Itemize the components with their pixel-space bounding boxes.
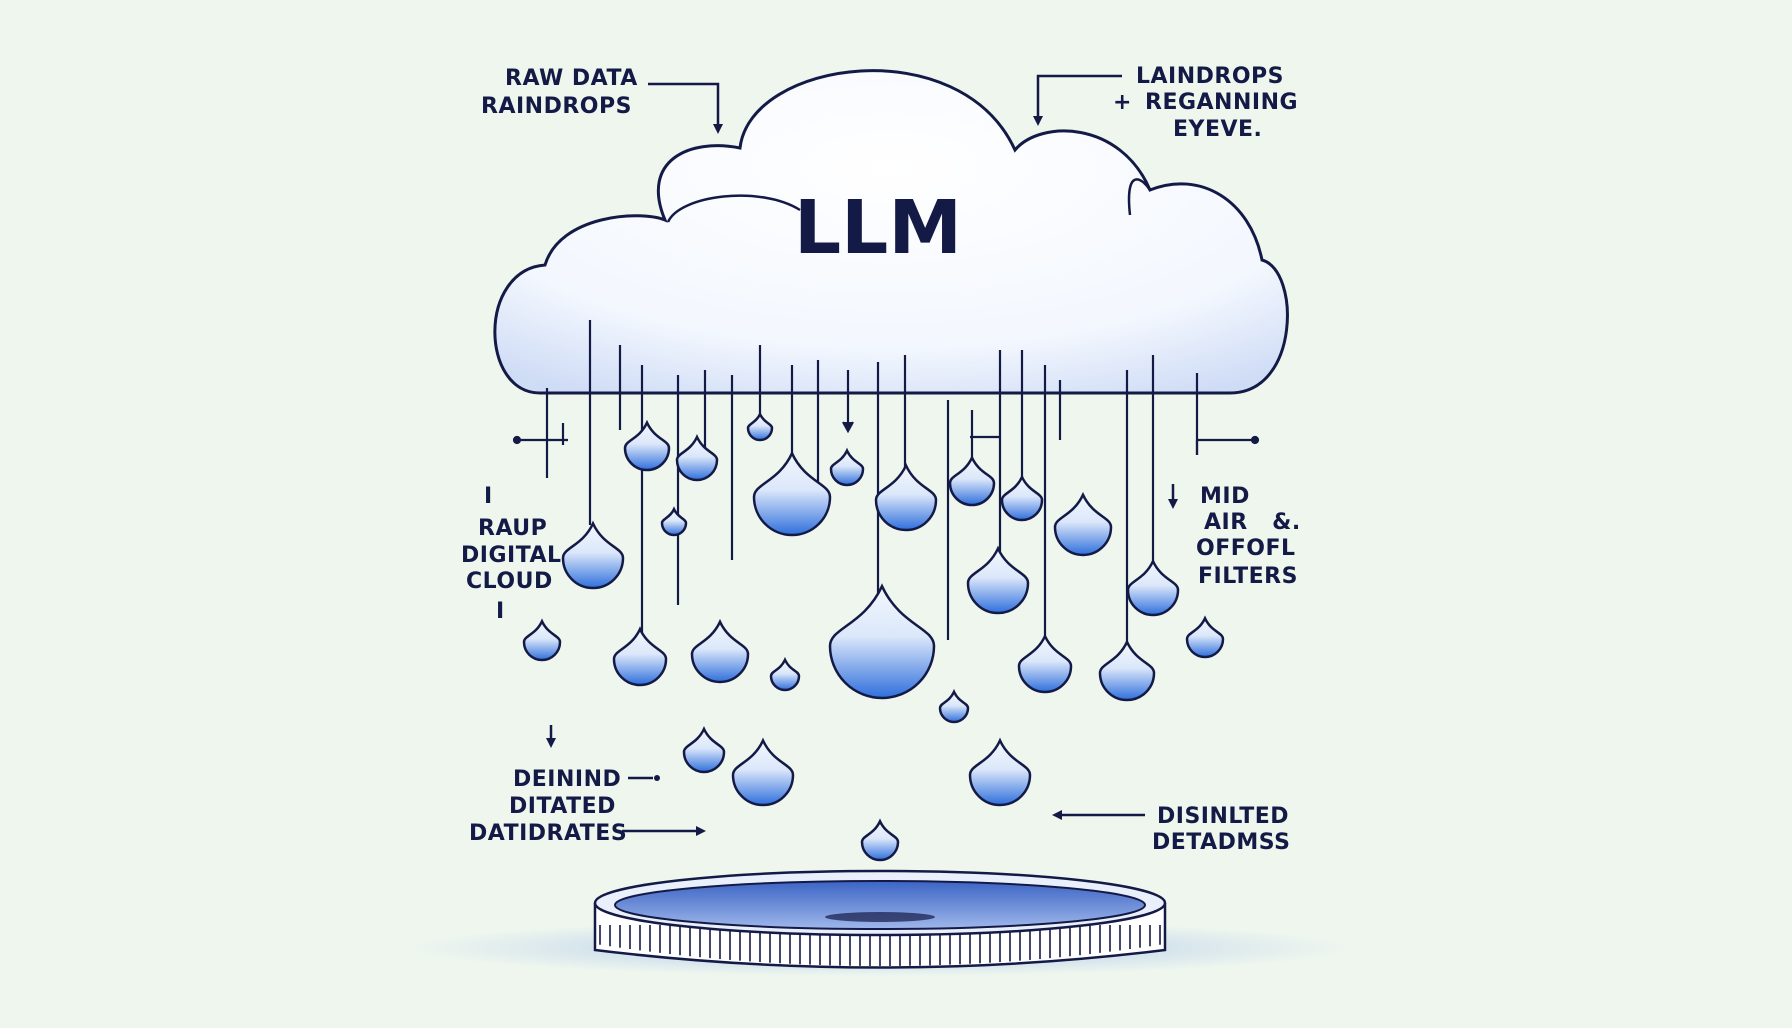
label-line: DIGITAL bbox=[461, 543, 562, 568]
cloud-title: LLM bbox=[794, 185, 962, 271]
rain-string bbox=[1195, 438, 1255, 455]
label-line: AIR &. bbox=[1204, 510, 1301, 535]
label-marker: + bbox=[1113, 90, 1132, 115]
raindrops bbox=[522, 411, 1225, 862]
arrow-head bbox=[696, 826, 706, 836]
raindrop bbox=[660, 506, 688, 537]
arrow-head bbox=[546, 738, 556, 748]
label-raw-data-raindrops: RAW DATA RAINDROPS bbox=[481, 66, 723, 134]
raindrop bbox=[769, 656, 801, 692]
label-tick: I bbox=[496, 599, 505, 624]
label-line: DISINLTED bbox=[1157, 804, 1289, 829]
collection-tray bbox=[410, 869, 1350, 976]
label-line: LAINDROPS bbox=[1136, 64, 1284, 89]
arrow-head bbox=[1052, 810, 1062, 820]
label-tick: I bbox=[484, 484, 493, 509]
cloud-shape bbox=[493, 69, 1289, 395]
cloud-inner-line bbox=[666, 194, 801, 223]
raindrop bbox=[829, 447, 865, 487]
label-disinlted-detadmss: DISINLTED DETADMSS bbox=[1052, 804, 1290, 855]
raindrop bbox=[948, 454, 996, 507]
label-laindrops: LAINDROPS + REGANNING EYEVE. bbox=[1033, 64, 1298, 142]
raindrop bbox=[1017, 633, 1073, 694]
raindrop bbox=[1053, 491, 1113, 557]
raindrop bbox=[612, 626, 668, 687]
raindrop bbox=[860, 818, 900, 862]
rain-string-end bbox=[1250, 435, 1260, 445]
cloud: LLM bbox=[493, 69, 1289, 395]
raindrop bbox=[690, 618, 750, 684]
leader-line bbox=[1036, 74, 1122, 122]
leader-line bbox=[648, 82, 720, 130]
leader-end bbox=[654, 775, 660, 781]
raindrop bbox=[746, 411, 774, 442]
raindrop bbox=[828, 583, 936, 700]
arrow-head bbox=[713, 124, 723, 134]
label-line: DATIDRATES bbox=[469, 821, 627, 846]
pool-ripple bbox=[825, 912, 935, 922]
arrow-head bbox=[1033, 116, 1043, 126]
tray-pool bbox=[614, 880, 1146, 930]
label-raup-digital-cloud: I RAUP DIGITAL CLOUD I bbox=[461, 484, 562, 624]
rain-string-end bbox=[512, 435, 522, 445]
label-line: FILTERS bbox=[1198, 564, 1298, 589]
label-line: OFFOFL bbox=[1196, 536, 1296, 561]
label-deinind-datidrates: DEININD DITATED DATIDRATES bbox=[469, 725, 706, 846]
raindrop bbox=[1098, 638, 1156, 702]
raindrop bbox=[623, 419, 671, 472]
label-line: RAINDROPS bbox=[481, 94, 632, 119]
raindrop bbox=[938, 688, 970, 724]
label-mid-air-filters: MID AIR &. OFFOFL FILTERS bbox=[1168, 484, 1301, 589]
raindrop bbox=[874, 462, 938, 532]
raindrop bbox=[561, 520, 625, 590]
raindrop bbox=[675, 434, 719, 482]
label-line: RAW DATA bbox=[505, 66, 638, 91]
label-line: REGANNING bbox=[1145, 90, 1298, 115]
raindrop bbox=[682, 726, 726, 774]
raindrop bbox=[1185, 615, 1225, 659]
raindrop bbox=[731, 737, 795, 807]
raindrop bbox=[522, 618, 562, 662]
label-line: RAUP bbox=[478, 516, 547, 541]
label-line: MID bbox=[1200, 484, 1250, 509]
raindrop bbox=[966, 545, 1030, 615]
arrow-head bbox=[842, 421, 854, 434]
raindrop bbox=[968, 737, 1032, 807]
label-line: DITATED bbox=[509, 794, 616, 819]
raindrop bbox=[1000, 474, 1044, 522]
raindrop bbox=[1126, 558, 1180, 617]
label-line: CLOUD bbox=[466, 569, 553, 594]
label-line: DETADMSS bbox=[1152, 830, 1290, 855]
label-line: EYEVE. bbox=[1173, 117, 1262, 142]
label-line: DEININD bbox=[513, 767, 621, 792]
arrow-head bbox=[1168, 499, 1178, 509]
raindrop bbox=[752, 450, 832, 537]
cloud-inner-line bbox=[1127, 178, 1152, 216]
